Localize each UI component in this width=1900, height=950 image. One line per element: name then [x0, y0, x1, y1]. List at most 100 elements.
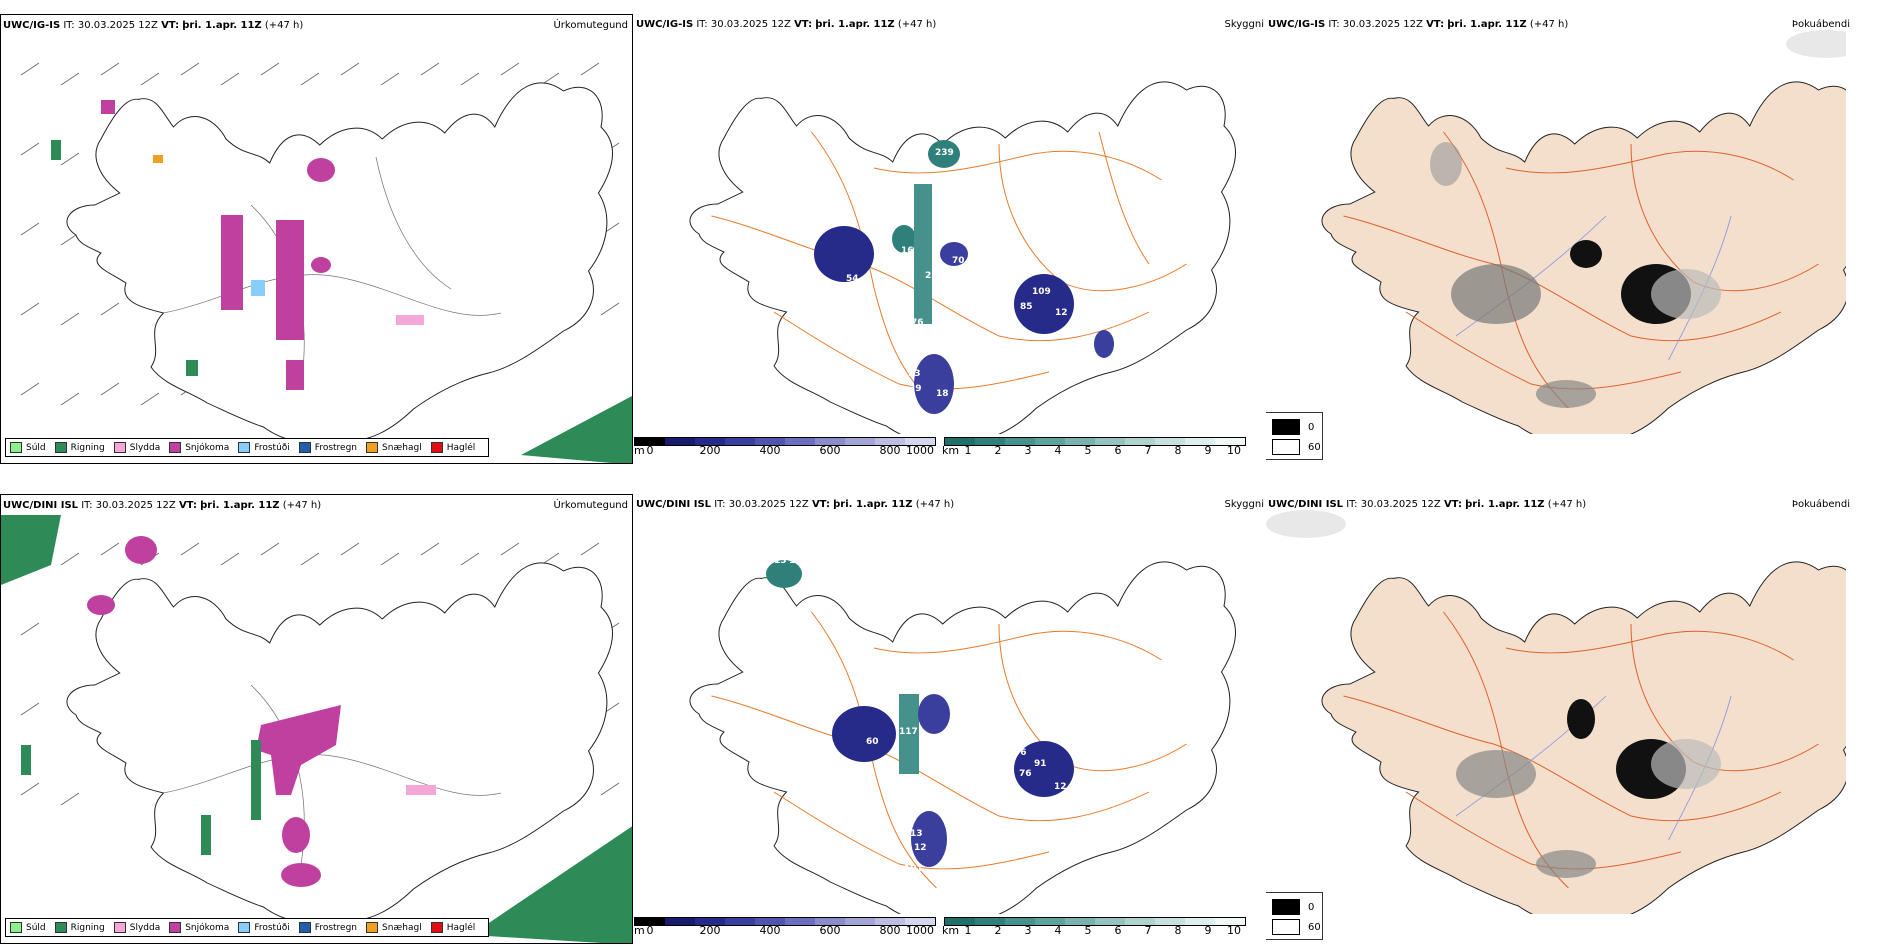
- low-cloud-areas: [766, 560, 1074, 867]
- legend-swatch: [1272, 919, 1300, 935]
- precip-map[interactable]: [1, 15, 633, 464]
- colorbar-tick: 4: [1054, 444, 1062, 457]
- panel-title: UWC/IG-IS IT: 30.03.2025 12Z VT: þri. 1.…: [3, 20, 304, 31]
- panel-type-label: Þokuábendi: [1791, 19, 1850, 30]
- panel-type-label: Úrkomutegund: [553, 500, 628, 511]
- fog-legend-item: 0: [1272, 899, 1314, 915]
- legend-swatch: [430, 922, 443, 933]
- colorbar-tick: 200: [699, 444, 721, 457]
- colorbar-tick: 9: [1204, 444, 1212, 457]
- legend-swatch: [366, 922, 379, 933]
- ceiling-label: 60: [866, 737, 879, 747]
- ceiling-label: 101: [904, 864, 923, 874]
- legend-item: Snjókoma: [169, 922, 229, 933]
- ceiling-label: 59: [846, 293, 859, 303]
- colorbar-tick: 3: [1024, 444, 1032, 457]
- ceiling-label: 76: [1019, 769, 1032, 779]
- legend-swatch: [1272, 899, 1300, 915]
- colorbar-tick: 1000: [906, 924, 934, 937]
- visibility-map[interactable]: 239 14 16 70 54 91 59 105 109 85 12 25 2…: [634, 14, 1264, 434]
- ceiling-colorbar: m 0 200 400 600 800 1000: [634, 437, 936, 457]
- panel-type-label: Skyggni: [1224, 19, 1264, 30]
- colorbar-tick: 5: [1084, 444, 1092, 457]
- legend-swatch: [366, 442, 379, 453]
- visibility-colorbar: km 1 2 3 4 5 6 7 8 9 10: [942, 437, 1246, 457]
- legend-item: Rigning: [54, 442, 105, 453]
- colorbar-strip: [944, 437, 1246, 446]
- colorbar-tick: 800: [879, 444, 901, 457]
- ceiling-visibility-panel-row2: UWC/DINI ISL IT: 30.03.2025 12Z VT: þri.…: [634, 494, 1264, 944]
- legend-item: Haglél: [430, 922, 475, 933]
- colorbar-tick: 400: [759, 444, 781, 457]
- colorbar-tick: 1000: [906, 444, 934, 457]
- ceiling-label: 18: [936, 389, 949, 399]
- legend-item: Frostúði: [238, 922, 290, 933]
- colorbar-tick: 2: [994, 444, 1002, 457]
- ceiling-label: 239: [935, 148, 954, 158]
- ceiling-label: 12: [914, 843, 927, 853]
- fog-legend-item: 60: [1272, 439, 1321, 455]
- precip-map[interactable]: [1, 495, 633, 944]
- colorbar-tick: 0: [646, 924, 654, 937]
- legend-item: Haglél: [430, 442, 475, 453]
- ceiling-label: 13: [910, 829, 923, 839]
- visibility-colorbar: km 1 2 3 4 5 6 7 8 9 10: [942, 917, 1246, 937]
- precip-areas: [51, 100, 632, 463]
- ceiling-label: 12: [1054, 782, 1067, 792]
- fog-indicator-panel-row2: UWC/DINI ISL IT: 30.03.2025 12Z VT: þri.…: [1266, 494, 1900, 944]
- visibility-map[interactable]: 13 17 117 60 113 18 107 96 91 76 12 13 1…: [634, 494, 1264, 914]
- ceiling-label: 91: [822, 280, 835, 290]
- legend-swatch: [169, 922, 182, 933]
- ceiling-label: 12: [1055, 308, 1068, 318]
- legend-swatch: [1272, 439, 1300, 455]
- panel-title: UWC/DINI ISL IT: 30.03.2025 12Z VT: þri.…: [3, 500, 322, 511]
- ceiling-label: 23: [925, 271, 938, 281]
- colorbar-tick: 2: [994, 924, 1002, 937]
- ceiling-label: 39: [909, 384, 922, 394]
- precip-areas: [1, 515, 632, 943]
- colorbar-tick: 800: [879, 924, 901, 937]
- fog-shading: [1266, 510, 1721, 878]
- colorbar-strip: [944, 917, 1246, 926]
- colorbar-unit: m: [634, 924, 645, 937]
- fog-shading: [1430, 30, 1846, 408]
- legend-swatch: [298, 442, 311, 453]
- legend-swatch: [54, 442, 67, 453]
- ceiling-labels: 239 14 16 70 54 91 59 105 109 85 12 25 2…: [822, 148, 1068, 399]
- legend-item: Súld: [10, 442, 46, 453]
- ceiling-label: 91: [1034, 759, 1047, 769]
- legend-swatch: [298, 922, 311, 933]
- ceiling-label: 14: [992, 236, 1005, 246]
- fog-indicator-panel-row1: UWC/IG-IS IT: 30.03.2025 12Z VT: þri. 1.…: [1266, 14, 1900, 464]
- legend-item: Frostregn: [298, 922, 357, 933]
- ceiling-labels: 13 17 117 60 113 18 107 96 91 76 12 13 1…: [774, 556, 1067, 879]
- colorbar-tick: 1: [964, 924, 972, 937]
- legend-swatch: [1272, 419, 1300, 435]
- legend-swatch: [238, 922, 251, 933]
- colorbar-tick: 3: [1024, 924, 1032, 937]
- ceiling-label: 16: [901, 246, 914, 256]
- precip-type-legend: Súld Rigning Slydda Snjókoma Frostúði Fr…: [5, 438, 490, 457]
- colorbar-tick: 9: [1204, 924, 1212, 937]
- colorbar-tick: 7: [1144, 924, 1152, 937]
- legend-swatch: [113, 922, 126, 933]
- fog-legend-item: 0: [1272, 419, 1314, 435]
- colorbar-tick: 400: [759, 924, 781, 937]
- legend-item: Slydda: [113, 922, 160, 933]
- fog-legend: 0 60: [1266, 892, 1323, 940]
- legend-swatch: [10, 442, 22, 453]
- fog-map[interactable]: [1266, 494, 1846, 914]
- panel-title: UWC/DINI ISL IT: 30.03.2025 12Z VT: þri.…: [636, 499, 955, 510]
- colorbar-tick: 0: [646, 444, 654, 457]
- legend-item: Frostúði: [238, 442, 290, 453]
- fog-map[interactable]: [1266, 14, 1846, 434]
- colorbar-tick: 1: [964, 444, 972, 457]
- colorbar-strip: [634, 437, 936, 446]
- ceiling-label: 25: [903, 332, 916, 342]
- ceiling-label: 17: [789, 556, 802, 566]
- ceiling-label: 70: [952, 256, 965, 266]
- colorbar-tick: 4: [1054, 924, 1062, 937]
- panel-title: UWC/IG-IS IT: 30.03.2025 12Z VT: þri. 1.…: [636, 19, 937, 30]
- panel-type-label: Þokuábendi: [1791, 499, 1850, 510]
- ceiling-label: 92: [907, 353, 920, 363]
